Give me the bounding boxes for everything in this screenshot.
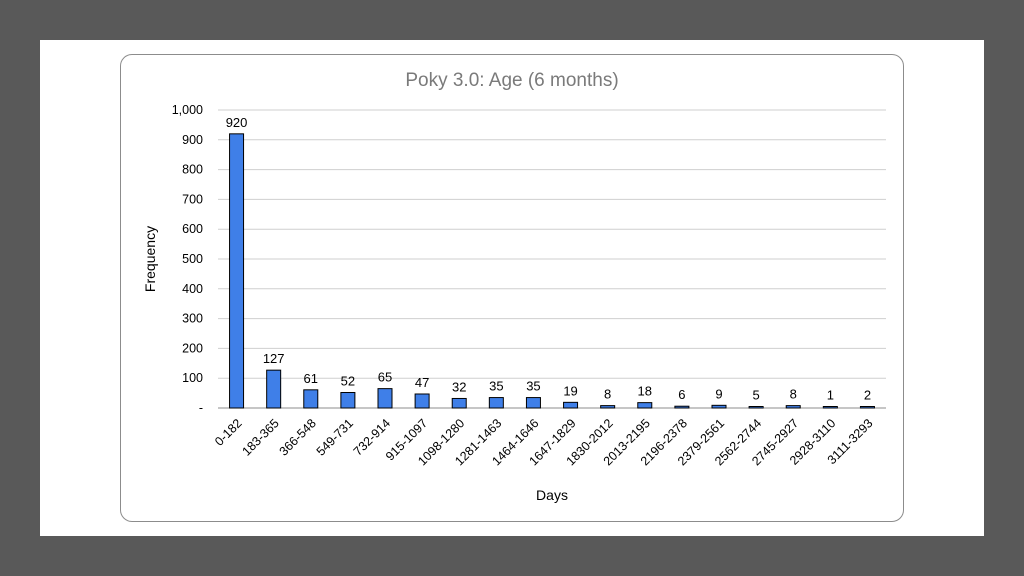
y-axis-label: Frequency [142,226,158,292]
y-tick-label: 100 [182,371,203,385]
bar [674,405,690,409]
bar [822,406,838,409]
bar [488,397,504,409]
y-tick-label: 1,000 [172,103,203,117]
bar [377,388,393,409]
data-label: 8 [790,387,797,402]
bar [785,405,801,409]
slide: Poky 3.0: Age (6 months) -100 200 300 400 50… [40,40,984,536]
data-labels: 920 127 61 52 65 47 32 35 35 19 8 18 6 9 5 8 1 2 [226,115,871,403]
y-tick-label: 900 [182,133,203,147]
bar [563,401,579,409]
y-tick-label: 500 [182,252,203,266]
data-label: 65 [378,370,392,385]
bar [637,402,653,409]
chart-title: Poky 3.0: Age (6 months) [405,70,618,91]
bar-chart: Poky 3.0: Age (6 months) -10020030040050… [142,70,886,503]
x-category-label: 183-365 [239,416,281,458]
y-tick-label: 700 [182,192,203,206]
gridlines [218,109,886,409]
data-label: 1 [827,388,834,403]
bar [303,389,319,409]
data-label: 35 [526,379,540,394]
x-category-label: 366-548 [277,416,319,458]
bar [266,369,282,409]
y-tick-label: 200 [182,341,203,355]
bar [711,404,727,409]
data-label: 5 [752,388,759,403]
data-label: 9 [715,386,722,401]
bar [525,397,541,409]
y-tick-label: - [199,401,203,415]
bar [600,405,616,409]
bar [340,392,356,409]
bars [229,133,875,409]
y-tick-label: 800 [182,163,203,177]
bar [748,406,764,409]
y-tick-label: 600 [182,222,203,236]
data-label: 47 [415,375,429,390]
data-label: 32 [452,379,466,394]
bar [414,393,430,409]
data-label: 61 [304,371,318,386]
data-label: 18 [638,384,652,399]
data-label: 2 [864,388,871,403]
data-label: 127 [263,351,285,366]
y-tick-label: 300 [182,312,203,326]
bar [859,406,875,409]
x-axis-label: Days [536,487,568,503]
x-category-label: 0-182 [212,416,245,449]
data-label: 6 [678,387,685,402]
data-label: 920 [226,115,248,130]
data-label: 35 [489,379,503,394]
y-tick-labels: - 100 200 300 400 500 600 700 800 900 1,000 [172,103,203,415]
data-label: 52 [341,374,355,389]
chart-frame [120,54,904,522]
data-label: 19 [563,383,577,398]
data-label: 8 [604,387,611,402]
bar [451,397,467,409]
x-category-labels: 0-182183-365366-548549-731732-914915-109… [212,416,875,468]
bar [229,133,245,409]
y-tick-label: 400 [182,282,203,296]
x-category-label: 549-731 [314,416,356,458]
